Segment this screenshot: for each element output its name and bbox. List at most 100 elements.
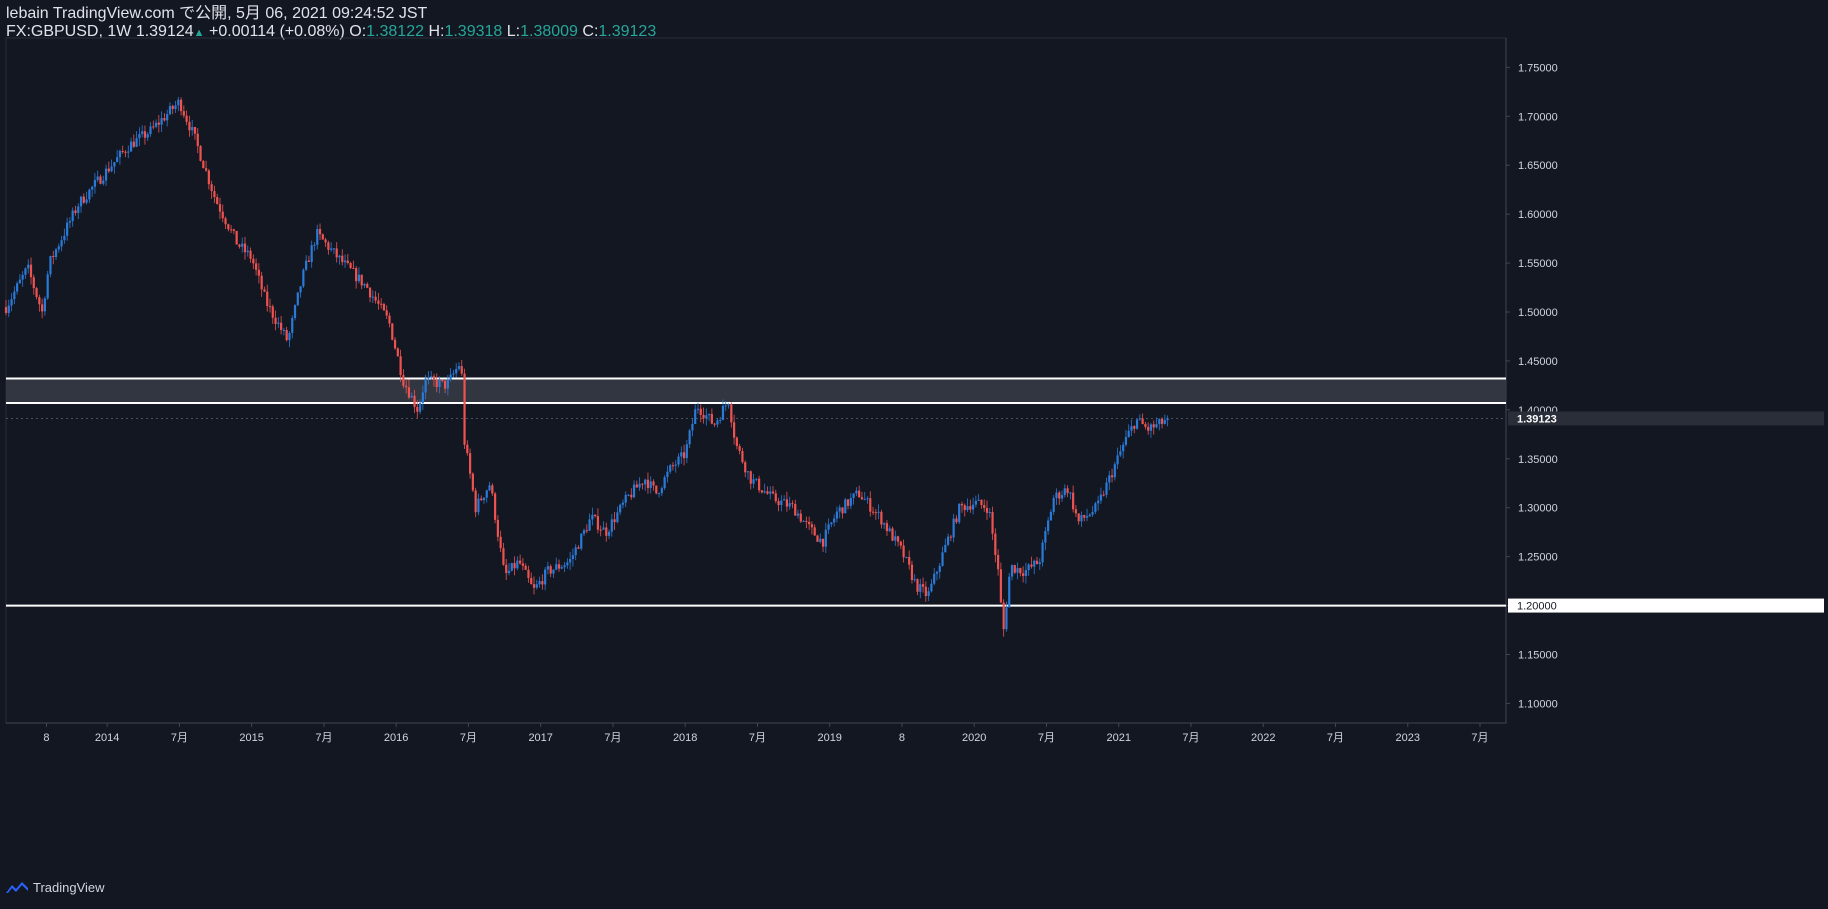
candle-body [913, 579, 916, 581]
candle-body [502, 548, 505, 565]
candle-body [619, 504, 622, 513]
candle-body [299, 286, 302, 293]
candle-body [752, 479, 755, 484]
high-value: 1.39318 [444, 23, 503, 40]
candle-body [457, 366, 461, 369]
candle-body [46, 274, 49, 299]
candle-body [1055, 492, 1058, 498]
x-tick-label: 2020 [962, 732, 986, 744]
candle-body [427, 377, 430, 379]
y-tick-label: 1.55000 [1518, 258, 1558, 270]
last-price: 1.39124 [135, 23, 194, 40]
candle-body [591, 514, 594, 520]
candle-body [168, 105, 172, 115]
candle-body [621, 502, 625, 505]
x-tick-label: 7月 [1327, 732, 1344, 744]
candle-body [1022, 573, 1025, 576]
candle-body [257, 269, 260, 276]
candle-body [971, 504, 975, 510]
candle-body [802, 520, 805, 522]
candle-body [841, 507, 844, 514]
candle-body [796, 513, 800, 516]
candle-body [827, 524, 830, 530]
candle-body [983, 505, 986, 508]
candle-body [1008, 576, 1011, 608]
x-tick-label: 2022 [1251, 732, 1275, 744]
candle-body [129, 141, 133, 152]
candle-body [221, 211, 224, 219]
candle-body [79, 196, 83, 207]
candle-body [260, 275, 263, 290]
close-value: 1.39123 [598, 23, 657, 40]
candle-body [349, 262, 352, 269]
candle-body [733, 422, 736, 438]
candle-body [32, 277, 35, 289]
candle-body [933, 573, 936, 584]
y-tick-label: 1.65000 [1518, 160, 1558, 172]
x-tick-label: 2015 [239, 732, 263, 744]
candle-body [146, 134, 149, 138]
candle-body [1160, 419, 1164, 424]
candle-body [468, 453, 472, 474]
candle-body [724, 405, 727, 407]
candle-body [196, 133, 199, 147]
candle-body [830, 522, 833, 525]
candle-body [1027, 564, 1030, 571]
candle-body [88, 189, 91, 200]
candle-body [610, 519, 613, 532]
candle-body [694, 409, 697, 424]
candle-body [352, 268, 355, 270]
candle-body [721, 405, 725, 420]
candle-body [1033, 560, 1036, 567]
candle-body [538, 581, 541, 585]
candle-body [1041, 542, 1044, 563]
candle-body [1052, 497, 1055, 512]
candle-body [641, 483, 644, 485]
x-tick-label: 7月 [749, 732, 766, 744]
candle-body [432, 376, 436, 381]
candle-body [785, 499, 789, 507]
candle-body [585, 530, 588, 532]
candle-body [318, 228, 322, 235]
x-tick-label: 2014 [95, 732, 119, 744]
candle-body [332, 248, 336, 250]
candle-body [666, 471, 669, 478]
candle-body [16, 283, 19, 292]
candle-body [769, 491, 772, 494]
candle-body [860, 497, 864, 500]
candle-body [644, 479, 647, 485]
candle-body [246, 250, 249, 253]
y-tick-label: 1.25000 [1518, 552, 1558, 564]
candle-body [338, 255, 341, 258]
candle-body [235, 230, 238, 245]
candle-body [166, 114, 169, 121]
candle-body [991, 512, 994, 534]
candle-body [946, 536, 950, 545]
candle-body [569, 558, 572, 563]
x-tick-label: 2021 [1106, 732, 1130, 744]
candle-body [727, 404, 730, 406]
candle-body [193, 127, 197, 134]
candle-body [582, 530, 586, 534]
candle-body [1016, 568, 1019, 573]
candle-body [505, 564, 508, 574]
candle-body [674, 464, 677, 466]
x-tick-label: 2023 [1395, 732, 1419, 744]
candle-body [799, 513, 802, 522]
candle-body [788, 503, 791, 507]
candle-body [413, 395, 416, 407]
candle-body [955, 518, 958, 523]
candle-body [93, 180, 97, 187]
candle-body [343, 260, 347, 263]
candle-body [816, 535, 819, 542]
candle-body [366, 284, 369, 288]
candle-body [252, 258, 255, 264]
candle-body [635, 484, 638, 488]
candle-body [1083, 515, 1086, 518]
candle-body [1072, 492, 1075, 510]
candle-body [705, 415, 708, 419]
last-price-badge-label: 1.39123 [1517, 413, 1557, 425]
candle-body [527, 569, 530, 578]
candle-body [255, 263, 258, 270]
